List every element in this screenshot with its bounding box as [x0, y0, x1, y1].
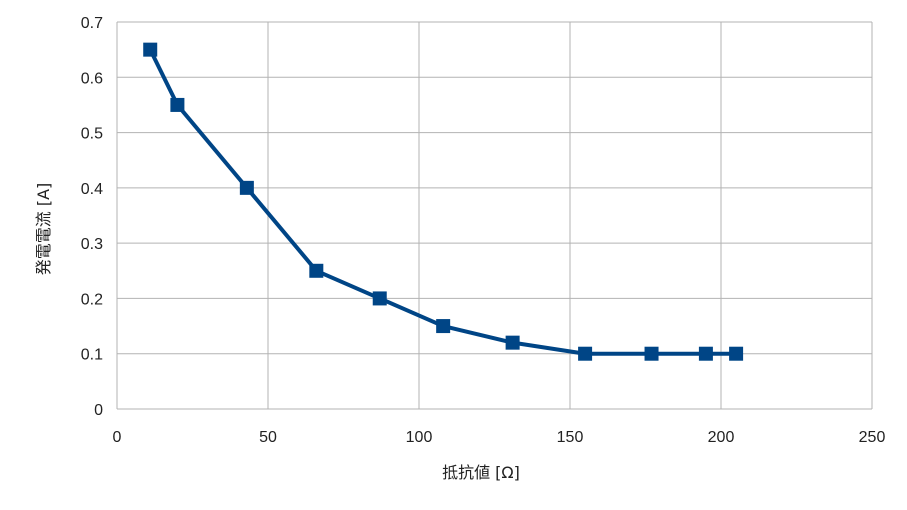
- data-point-marker: [436, 319, 451, 334]
- x-axis-title: 抵抗値 [Ω]: [442, 463, 520, 482]
- y-tick-label: 0.1: [81, 347, 103, 364]
- y-tick-label: 0.5: [81, 126, 103, 143]
- y-tick-label: 0.4: [81, 181, 103, 198]
- data-point-marker: [644, 346, 659, 361]
- x-tick-label: 250: [859, 429, 886, 446]
- y-tick-label: 0.3: [81, 236, 103, 253]
- x-tick-label: 50: [259, 429, 277, 446]
- data-point-marker: [170, 97, 185, 112]
- series: [143, 42, 744, 361]
- data-point-marker: [729, 346, 744, 361]
- y-tick-label: 0.6: [81, 70, 103, 87]
- axes: [116, 22, 872, 410]
- data-point-marker: [239, 180, 254, 195]
- series-line: [148, 47, 739, 356]
- data-point-marker: [143, 42, 158, 57]
- y-axis-title: 発電電流 [A]: [34, 183, 53, 276]
- y-tick-label: 0.2: [81, 291, 103, 308]
- data-point-marker: [372, 291, 387, 306]
- data-point-marker: [505, 335, 520, 350]
- x-tick-label: 200: [708, 429, 735, 446]
- grid: [117, 21, 873, 409]
- x-tick-label: 0: [113, 429, 122, 446]
- data-point-marker: [309, 263, 324, 278]
- y-tick-label: 0.7: [81, 15, 103, 32]
- x-tick-label: 150: [557, 429, 584, 446]
- y-tick-label: 0: [94, 402, 103, 419]
- data-point-marker: [698, 346, 713, 361]
- data-point-marker: [578, 346, 593, 361]
- tick-labels: 0 0.1 0.2 0.3 0.4 0.5 0.6 0.7 0 50 100 150 200 250: [81, 15, 886, 446]
- x-tick-label: 100: [406, 429, 433, 446]
